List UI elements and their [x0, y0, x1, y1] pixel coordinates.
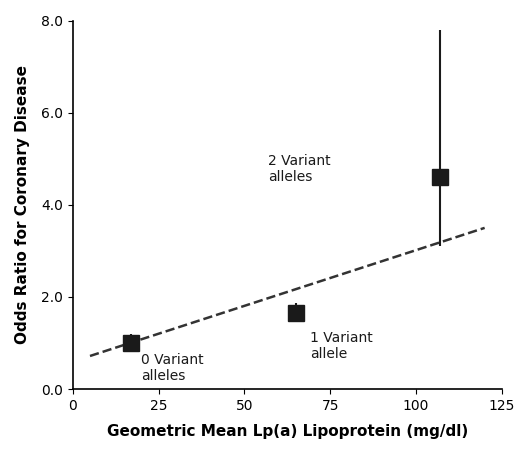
Text: 1 Variant
allele: 1 Variant allele [310, 331, 373, 361]
Text: 2 Variant
alleles: 2 Variant alleles [269, 154, 331, 184]
Text: 0 Variant
alleles: 0 Variant alleles [142, 353, 204, 384]
Y-axis label: Odds Ratio for Coronary Disease: Odds Ratio for Coronary Disease [15, 65, 30, 344]
X-axis label: Geometric Mean Lp(a) Lipoprotein (mg/dl): Geometric Mean Lp(a) Lipoprotein (mg/dl) [107, 424, 468, 439]
